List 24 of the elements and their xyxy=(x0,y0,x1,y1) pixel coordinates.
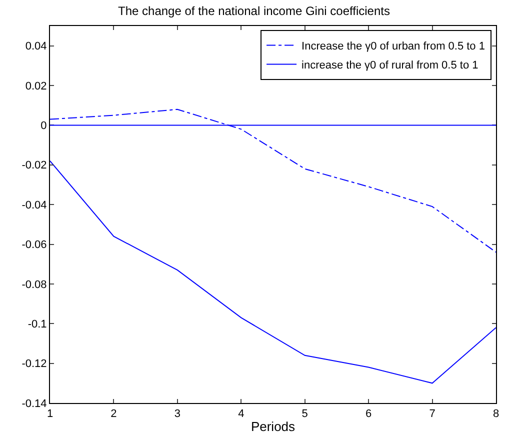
x-tick-label: 1 xyxy=(46,408,54,420)
y-tick-label: -0.08 xyxy=(22,278,47,291)
legend-label: increase the γ0 of rural from 0.5 to 1 xyxy=(302,60,478,72)
y-tick-label: -0.12 xyxy=(22,358,47,370)
y-tick-label: 0 xyxy=(40,120,47,132)
line-series xyxy=(50,160,496,384)
x-tick-label: 3 xyxy=(174,408,180,420)
x-tick-label: 5 xyxy=(302,408,308,420)
y-tick-label: -0.06 xyxy=(22,239,47,252)
x-tick-label: 4 xyxy=(238,408,244,420)
y-tick-label: -0.1 xyxy=(28,318,47,330)
y-tick-label: -0.02 xyxy=(22,160,47,172)
line-series xyxy=(50,108,496,253)
y-tick-label: 0.02 xyxy=(25,80,47,92)
legend-label: Increase the γ0 of urban from 0.5 to 1 xyxy=(302,40,485,53)
y-tick-label: -0.04 xyxy=(22,199,47,212)
y-tick-label: 0.04 xyxy=(25,40,47,53)
x-axis-title: Periods xyxy=(250,418,296,434)
y-tick-label: -0.14 xyxy=(22,398,47,410)
chart-title: The change of the national income Gini coefficients xyxy=(118,4,390,18)
x-tick-label: 8 xyxy=(492,408,500,420)
x-tick-label: 6 xyxy=(366,408,372,420)
x-tick-label: 2 xyxy=(110,408,117,420)
x-tick-label: 7 xyxy=(429,408,436,420)
